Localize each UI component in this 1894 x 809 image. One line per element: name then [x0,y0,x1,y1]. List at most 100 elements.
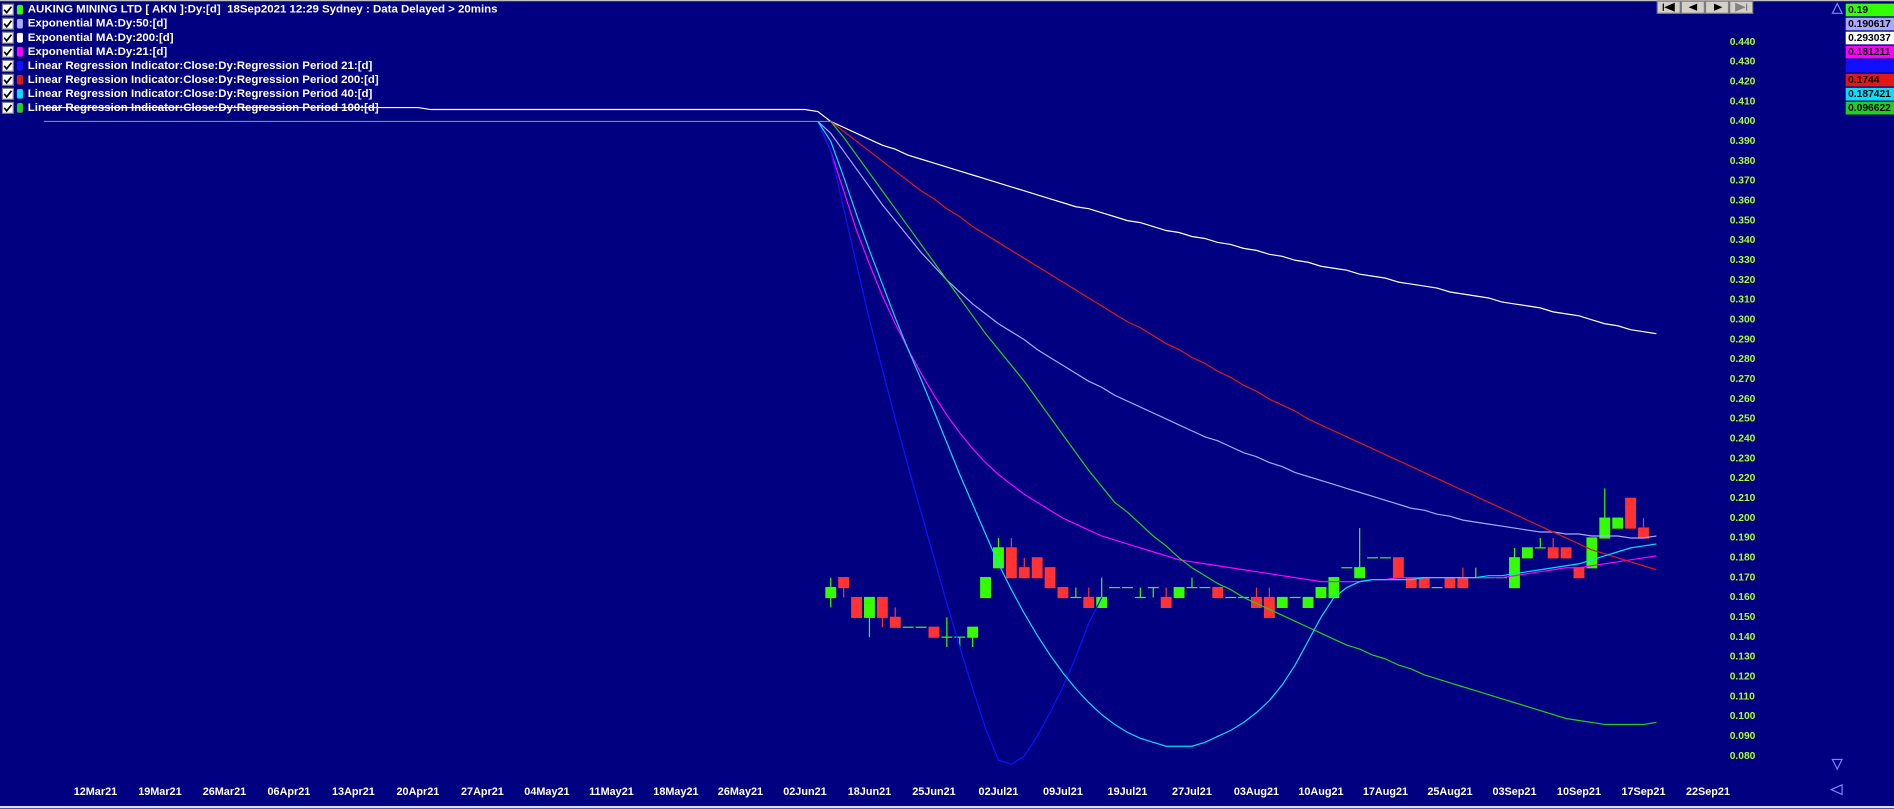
nav-icon [1662,2,1675,12]
legend-label: Exponential MA:Dy:200:[d] [28,32,174,44]
legend-check [3,90,13,99]
legend-checkbox[interactable] [1,17,14,30]
x-tick-label: 27Jul21 [1172,786,1212,798]
legend-label: Linear Regression Indicator:Close:Dy:Reg… [28,60,373,72]
candle-body [1276,596,1288,609]
x-tick-label: 10Sep21 [1557,786,1601,798]
legend-swatch [16,103,23,113]
legend-checkbox[interactable] [1,59,14,72]
x-tick-label: 03Sep21 [1492,786,1536,798]
x-tick-label: 06Apr21 [268,786,311,798]
candle-body [1380,557,1391,559]
y-tick-label: 0.160 [1730,592,1756,603]
y-tick-label: 0.330 [1730,255,1756,266]
candle-body [851,596,862,618]
indicator-line [817,121,1103,765]
scroll-left[interactable] [1829,783,1843,796]
indicator-line [817,121,1657,747]
y-tick-label: 0.080 [1730,751,1756,762]
legend-check [3,48,13,57]
candle-body [1328,577,1340,599]
legend-checkbox[interactable] [1,45,14,58]
x-tick-label: 27Apr21 [461,786,504,798]
candle-body [1134,596,1146,599]
candle-body [1560,547,1572,559]
value-box [1845,3,1894,17]
legend-checkbox[interactable] [1,87,14,100]
candle-body [1096,596,1108,609]
candle-body [1044,567,1056,589]
scroll-up[interactable] [1831,2,1844,14]
candle-body [1018,567,1030,579]
y-tick-label: 0.240 [1730,434,1756,445]
x-tick-label: 12Mar21 [74,786,117,798]
legend-label: Linear Regression Indicator:Close:Dy:Reg… [28,88,373,100]
candle-body [1457,577,1469,589]
legend-swatch [16,60,23,71]
legend-checkbox[interactable] [1,31,14,44]
x-tick-label: 11May21 [589,786,634,798]
value-box [1845,45,1894,59]
y-tick-label: 0.250 [1730,414,1756,425]
y-tick-label: 0.300 [1730,315,1756,326]
y-tick-label: 0.410 [1730,96,1756,107]
legend-swatch [16,74,23,85]
y-tick-label: 0.120 [1730,672,1756,683]
y-tick-label: 0.400 [1730,116,1756,127]
nav-icon [1688,3,1698,11]
legend-item: Linear Regression Indicator:Close:Dy:Reg… [1,73,379,86]
value-label: 0.293037 [1848,33,1891,44]
candle-body [1547,547,1559,559]
candle-body [1186,586,1198,589]
value-label: 0.187421 [1848,89,1891,100]
y-tick-label: 0.100 [1730,711,1756,722]
x-tick-label: 26May21 [718,786,763,798]
candle-body [1418,577,1430,589]
value-label: 0.19 [1848,5,1868,16]
candle-body [1057,586,1069,599]
legend-checkbox[interactable] [1,101,14,114]
legend-checkbox[interactable] [1,73,14,86]
candle-body [876,596,888,618]
candle-body [1109,586,1120,589]
candle-body [1225,596,1237,599]
y-tick-label: 0.220 [1730,473,1756,484]
legend-checkbox[interactable] [1,3,14,16]
indicator-line [830,120,1657,571]
scroll-down[interactable] [1831,758,1844,771]
legend-item: Exponential MA:Dy:21:[d] [1,45,168,58]
legend-label: Exponential MA:Dy:21:[d] [28,46,168,58]
x-tick-label: 19Jul21 [1108,786,1148,798]
candle-body [1405,577,1417,589]
nav-icon [1714,3,1723,11]
x-tick-label: 17Aug21 [1363,786,1408,798]
legend-swatch [16,18,23,29]
x-tick-label: 19Mar21 [138,786,181,798]
candle-body [1289,596,1301,599]
y-tick-label: 0.430 [1730,57,1756,68]
value-label: 0.190617 [1848,19,1891,30]
candle-body [864,596,875,618]
legend-swatch [16,89,23,99]
candle-body [1534,547,1546,549]
y-tick-label: 0.130 [1730,652,1756,663]
legend-item: Linear Regression Indicator:Close:Dy:Reg… [1,59,373,72]
y-tick-label: 0.350 [1730,215,1756,226]
y-tick-label: 0.420 [1730,76,1756,87]
value-box [1845,17,1894,31]
indicator-line [43,120,1657,726]
x-tick-label: 20Apr21 [397,786,440,798]
legend-check [3,6,13,15]
y-tick-label: 0.110 [1730,691,1755,702]
candle-body [1122,586,1133,589]
candle-body [1509,557,1520,589]
candle-body [915,626,927,628]
y-tick-label: 0.380 [1730,156,1756,167]
y-tick-label: 0.320 [1730,275,1756,286]
value-box [1845,31,1894,45]
indicator-line [817,121,1657,583]
x-tick-label: 18May21 [653,786,698,798]
candle-body [1302,596,1314,609]
candle-body [954,636,966,638]
